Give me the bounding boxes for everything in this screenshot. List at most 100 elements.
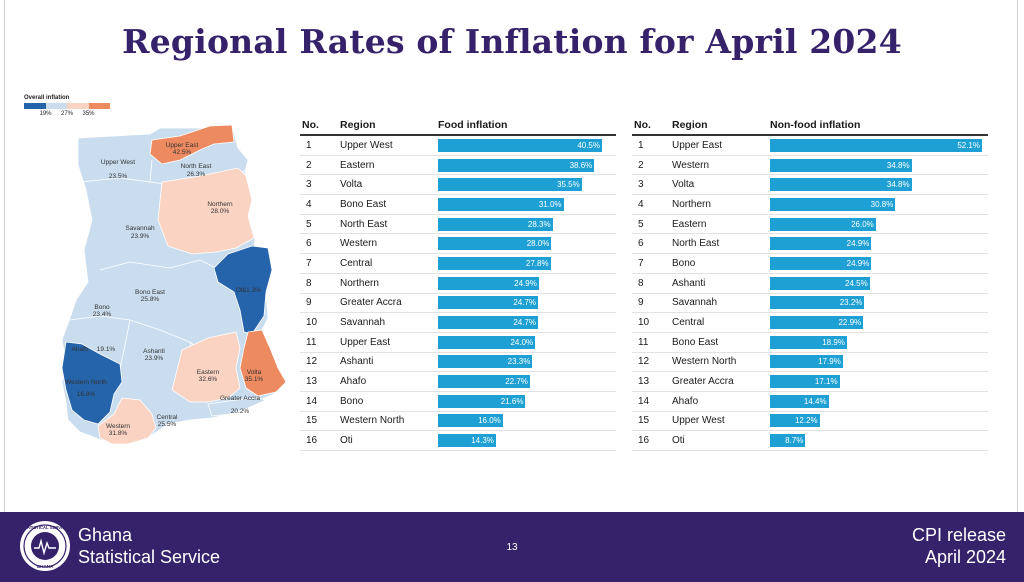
bar-value-label: 30.8%	[870, 199, 894, 209]
inflation-bar: 23.3%	[438, 355, 533, 369]
region-name: Savannah	[672, 293, 770, 314]
region-name: Western	[672, 155, 770, 176]
map-region-upper-east	[149, 124, 235, 165]
bar-value-label: 27.8%	[525, 258, 549, 268]
region-name: Central	[340, 253, 438, 274]
rank-number: 2	[632, 155, 672, 176]
gss-logo: STATISTICAL SERVICE GHANA	[20, 521, 70, 571]
rank-number: 13	[300, 371, 340, 392]
food-inflation-table: No. Region Food inflation 1 Upper West 40.…	[300, 116, 616, 451]
map-label-name: Bono East	[135, 289, 165, 296]
bar-cell: 16.0%	[438, 411, 616, 432]
bar-value-label: 24.9%	[846, 239, 870, 249]
bar-value-label: 21.6%	[500, 396, 524, 406]
table-row: 4 Bono East 31.0%	[300, 194, 616, 215]
table-row: 5 North East 28.3%	[300, 214, 616, 235]
table-row: 8 Northern 24.9%	[300, 273, 616, 294]
table-header-row: No. Region Food inflation	[300, 116, 616, 136]
region-name: North East	[340, 214, 438, 235]
inflation-bar: 24.9%	[770, 256, 872, 270]
bar-value-label: 12.2%	[794, 416, 818, 426]
map-label-value: 42.5%	[173, 149, 192, 156]
table-row: 14 Ahafo 14.4%	[632, 391, 988, 412]
rank-number: 12	[300, 352, 340, 373]
map-label-name: Western North	[65, 379, 107, 386]
bar-value-label: 35.5%	[557, 180, 580, 190]
bar-value-label: 17.9%	[818, 357, 841, 367]
inflation-bar: 24.7%	[438, 296, 539, 310]
inflation-bar: 22.9%	[770, 316, 864, 330]
bar-cell: 8.7%	[770, 430, 988, 451]
inflation-bar: 28.3%	[438, 217, 553, 231]
rank-number: 11	[300, 332, 340, 353]
bar-cell: 24.7%	[438, 293, 616, 314]
map-label-value: 35.1%	[245, 376, 264, 383]
bar-cell: 28.3%	[438, 214, 616, 235]
bar-value-label: 22.7%	[505, 377, 528, 387]
map-label-value: 23.9%	[145, 355, 164, 362]
rank-number: 14	[300, 391, 340, 412]
bar-value-label: 26.0%	[851, 219, 874, 229]
map-label-value: 23.5%	[109, 173, 128, 180]
table-row: 16 Oti 8.7%	[632, 430, 988, 451]
bar-cell: 14.3%	[438, 430, 616, 451]
table-row: 2 Eastern 38.6%	[300, 155, 616, 176]
bar-value-label: 24.9%	[846, 258, 870, 268]
map-region-eastern	[171, 331, 241, 403]
region-name: Northern	[340, 273, 438, 294]
organization-name: Ghana Statistical Service	[78, 524, 220, 568]
legend-tick: 35%	[82, 111, 95, 117]
legend-title: Overall inflation	[24, 95, 70, 101]
slide-frame	[4, 0, 1018, 512]
region-name: Ahafo	[672, 391, 770, 412]
rank-number: 8	[632, 273, 672, 294]
bar-cell: 35.5%	[438, 174, 616, 196]
region-name: Volta	[340, 174, 438, 196]
legend-color-bar	[24, 103, 110, 109]
footer-bar: STATISTICAL SERVICE GHANA Ghana Statisti…	[0, 512, 1024, 582]
rank-number: 3	[632, 174, 672, 196]
rank-number: 16	[300, 430, 340, 451]
region-name: Savannah	[340, 312, 438, 333]
map-label-name: Volta	[247, 369, 262, 376]
table-row: 2 Western 34.8%	[632, 155, 988, 176]
region-name: Greater Accra	[672, 371, 770, 392]
inflation-bar: 31.0%	[438, 197, 564, 211]
bar-cell: 24.9%	[438, 273, 616, 294]
logo-text-top: STATISTICAL SERVICE	[22, 525, 68, 530]
inflation-bar: 8.7%	[770, 434, 806, 448]
rank-number: 9	[300, 293, 340, 314]
bar-value-label: 52.1%	[957, 140, 980, 150]
bar-value-label: 40.5%	[577, 140, 600, 150]
bar-cell: 26.0%	[770, 214, 988, 235]
rank-number: 16	[632, 430, 672, 451]
table-row: 14 Bono 21.6%	[300, 391, 616, 412]
table-row: 13 Ahafo 22.7%	[300, 371, 616, 392]
legend-ticks: 19% 27% 35%	[24, 111, 110, 119]
bar-cell: 21.6%	[438, 391, 616, 412]
rank-number: 1	[632, 135, 672, 156]
map-label-value: 23.4%	[93, 311, 112, 318]
bar-value-label: 24.0%	[510, 337, 534, 347]
bar-value-label: 8.7%	[785, 436, 804, 446]
inflation-bar: 17.9%	[770, 355, 843, 369]
region-name: Northern	[672, 194, 770, 215]
release-line-2: April 2024	[924, 547, 1006, 567]
bar-cell: 24.9%	[770, 233, 988, 255]
rank-number: 5	[300, 214, 340, 235]
bar-value-label: 24.7%	[513, 298, 537, 308]
bar-cell: 38.6%	[438, 155, 616, 176]
rank-number: 6	[632, 233, 672, 255]
bar-value-label: 23.3%	[507, 357, 531, 367]
table-row: 9 Savannah 23.2%	[632, 293, 988, 314]
legend-swatch-mid-low	[45, 103, 67, 109]
map-label-name: Savannah	[125, 225, 155, 232]
region-name: Bono East	[672, 332, 770, 353]
legend-swatch-mid-high	[67, 103, 89, 109]
bar-value-label: 28.3%	[527, 219, 551, 229]
map-label-value: 26.3%	[187, 171, 206, 178]
map-label-value: 11.3%	[243, 287, 261, 294]
map-label-value: 25.5%	[158, 421, 177, 428]
bar-cell: 24.5%	[770, 273, 988, 294]
table-row: 9 Greater Accra 24.7%	[300, 293, 616, 314]
